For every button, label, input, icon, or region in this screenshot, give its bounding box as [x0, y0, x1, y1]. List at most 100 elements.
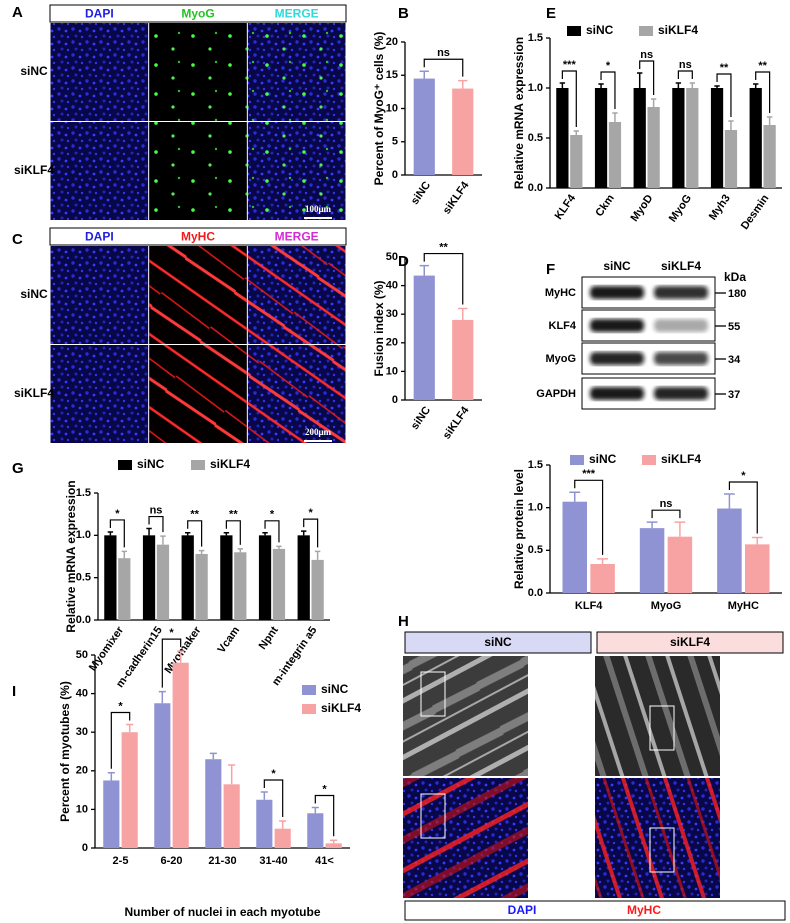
blot-band: [654, 352, 708, 365]
error-bar: [573, 130, 579, 135]
significance-bracket: [423, 252, 464, 305]
legend-swatch: [302, 685, 316, 695]
significance-label: **: [758, 60, 767, 72]
x-tick-label: KLF4: [575, 600, 603, 612]
micrograph: [595, 656, 658, 776]
significance-label: ns: [640, 49, 653, 61]
y-tick-label: 0.5: [528, 544, 543, 556]
legend-swatch: [639, 26, 653, 36]
error-bar: [689, 82, 695, 88]
bar: [258, 535, 272, 620]
error-bar: [260, 791, 268, 800]
panel-label: H: [398, 613, 409, 630]
error-bar: [107, 771, 115, 781]
bar: [672, 88, 685, 188]
inset-box: [420, 793, 446, 839]
error-bar: [675, 82, 682, 88]
legend-label: siKLF4: [321, 701, 361, 715]
bar: [256, 799, 273, 848]
legend-swatch: [118, 460, 132, 470]
error-bar: [185, 532, 191, 536]
panel-label: I: [12, 683, 16, 700]
micrograph: [149, 23, 247, 121]
inset-box: [420, 671, 446, 717]
error-bar: [311, 806, 319, 814]
legend-swatch: [302, 704, 316, 714]
bar: [413, 78, 435, 175]
y-tick-label: 1.0: [528, 502, 543, 514]
y-tick-label: 0: [392, 394, 398, 406]
legend-swatch: [642, 455, 656, 465]
significance-bracket: [728, 481, 758, 534]
y-tick-label: 20: [386, 337, 398, 349]
group-header: [404, 631, 592, 654]
significance-bracket: [651, 509, 681, 519]
protein-label: GAPDH: [536, 388, 576, 400]
significance-label: **: [229, 509, 238, 521]
y-axis-label: Relative protein level: [512, 469, 526, 589]
legend-swatch: [570, 455, 584, 465]
legend-label: siKLF4: [210, 457, 250, 471]
bar: [234, 552, 247, 620]
error-bar: [330, 839, 338, 844]
micrograph: [149, 246, 247, 344]
error-bar: [279, 820, 287, 829]
lane-label: siKLF4: [661, 259, 701, 273]
x-tick-label: MyHC: [728, 600, 759, 612]
bar: [104, 535, 117, 620]
significance-label: ns: [150, 504, 163, 516]
error-bar: [158, 690, 166, 704]
x-tick-label: 21-30: [208, 855, 236, 867]
error-bar: [766, 116, 773, 125]
significance-label: **: [720, 62, 729, 74]
significance-bracket: [600, 71, 616, 109]
significance-bracket: [755, 71, 771, 113]
significance-bracket: [187, 520, 203, 547]
micrograph: [50, 23, 149, 121]
y-tick-label: 20: [386, 36, 398, 48]
error-bar: [612, 112, 618, 122]
micrograph: [247, 23, 346, 121]
legend-swatch: [567, 26, 581, 36]
x-tick-label: siKLF4: [441, 404, 472, 442]
significance-bracket: [109, 519, 125, 548]
y-axis-label: Relative mRNA expression: [64, 480, 78, 632]
y-tick-label: 10: [386, 365, 398, 377]
significance-label: ns: [679, 59, 692, 71]
inset-box: [649, 827, 675, 873]
bar: [307, 813, 324, 848]
blot-band: [654, 387, 708, 400]
error-bar: [458, 307, 468, 320]
bar: [220, 535, 233, 620]
legend-label: siKLF4: [661, 452, 701, 466]
significance-label: ns: [660, 498, 673, 510]
bar: [325, 843, 342, 848]
bar: [724, 130, 738, 188]
y-tick-label: 40: [386, 280, 398, 292]
panel-label: A: [12, 4, 23, 21]
x-tick-label: Myomixer: [87, 624, 127, 674]
panel-label: C: [12, 231, 23, 248]
protein-label: KLF4: [549, 320, 577, 332]
y-axis-label: Fusion index (%): [372, 280, 386, 376]
micrograph: [50, 345, 149, 443]
x-tick-label: MyoG: [667, 193, 694, 225]
significance-bracket: [561, 70, 577, 127]
y-tick-label: 0.5: [528, 132, 543, 144]
legend-label: siNC: [586, 23, 614, 37]
error-bar: [458, 79, 468, 89]
protein-label: MyoG: [545, 353, 576, 365]
x-tick-label: siNC: [409, 179, 433, 206]
legend-label: siKLF4: [658, 23, 698, 37]
bar: [633, 88, 646, 188]
y-tick-label: 5: [392, 136, 398, 148]
bar: [195, 553, 208, 620]
y-tick-label: 1.5: [528, 32, 543, 44]
y-tick-label: 30: [386, 308, 398, 320]
bar: [103, 780, 120, 848]
x-tick-label: siNC: [409, 404, 433, 431]
bar: [745, 544, 770, 593]
column-header: DAPI: [85, 7, 114, 21]
significance-bracket: [639, 60, 655, 95]
significance-label: **: [190, 509, 199, 521]
